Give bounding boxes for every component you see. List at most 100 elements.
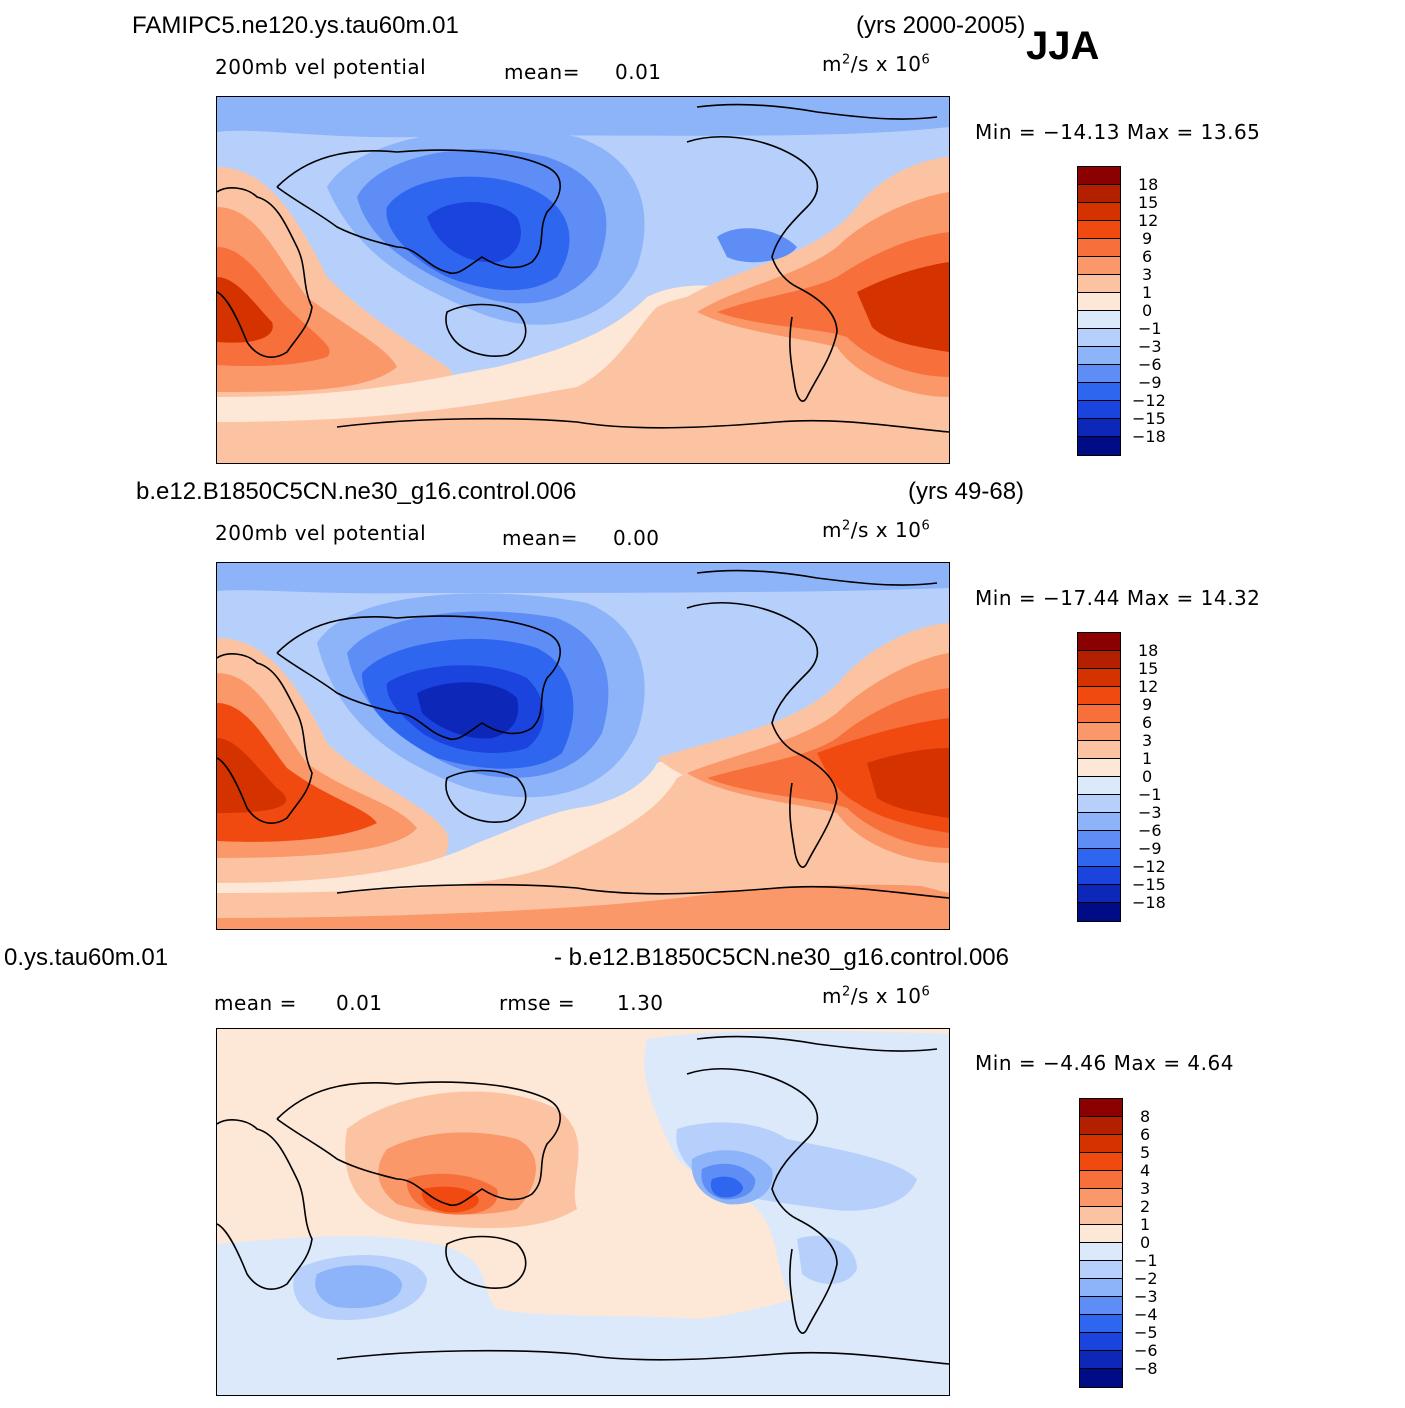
colorbar-tick-label: 6 bbox=[1142, 713, 1153, 732]
colorbar-tick-label: 2 bbox=[1140, 1197, 1151, 1216]
colorbar-swatch bbox=[1078, 903, 1120, 921]
colorbar-tick-label: 6 bbox=[1140, 1125, 1151, 1144]
colorbar-tick-label: −5 bbox=[1134, 1323, 1158, 1342]
colorbar-swatch bbox=[1078, 885, 1120, 903]
colorbar-swatch bbox=[1078, 849, 1120, 867]
colorbar-tick-label: −6 bbox=[1134, 1341, 1158, 1360]
colorbar-swatch bbox=[1080, 1297, 1122, 1315]
panel3-rmse-label: rmse = bbox=[499, 991, 576, 1015]
colorbar-tick-label: 9 bbox=[1142, 229, 1153, 248]
colorbar-swatch bbox=[1078, 203, 1120, 221]
colorbar-swatch bbox=[1078, 437, 1120, 455]
colorbar-tick-label: 18 bbox=[1138, 641, 1159, 660]
colorbar-swatch bbox=[1080, 1171, 1122, 1189]
panel2-mean-value: 0.00 bbox=[613, 526, 660, 550]
colorbar-swatch bbox=[1078, 311, 1120, 329]
colorbar-swatch bbox=[1078, 741, 1120, 759]
colorbar-tick-label: 0 bbox=[1142, 301, 1153, 320]
panel1-units: m2/s x 106 bbox=[822, 52, 931, 76]
colorbar-swatch bbox=[1078, 167, 1120, 185]
colorbar-swatch bbox=[1078, 293, 1120, 311]
colorbar-swatch bbox=[1078, 257, 1120, 275]
colorbar-tick-label: 3 bbox=[1140, 1179, 1151, 1198]
colorbar-tick-label: 8 bbox=[1140, 1107, 1151, 1126]
colorbar-tick-label: 1 bbox=[1142, 283, 1153, 302]
colorbar-tick-label: −3 bbox=[1138, 337, 1162, 356]
panel3-minmax: Min = −4.46 Max = 4.64 bbox=[975, 1051, 1234, 1075]
colorbar-tick-label: 1 bbox=[1140, 1215, 1151, 1234]
panel2-case-title: b.e12.B1850C5CN.ne30_g16.control.006 bbox=[136, 478, 577, 505]
colorbar-tick-label: −15 bbox=[1132, 875, 1166, 894]
colorbar-swatch bbox=[1078, 867, 1120, 885]
colorbar-swatch bbox=[1078, 759, 1120, 777]
panel2-variable: 200mb vel potential bbox=[215, 521, 427, 545]
colorbar-swatch bbox=[1078, 633, 1120, 651]
colorbar-swatch bbox=[1078, 239, 1120, 257]
colorbar-swatch bbox=[1078, 687, 1120, 705]
colorbar-swatch bbox=[1078, 831, 1120, 849]
colorbar-tick-label: 4 bbox=[1140, 1161, 1151, 1180]
colorbar-tick-label: 5 bbox=[1140, 1143, 1151, 1162]
colorbar-tick-label: −18 bbox=[1132, 427, 1166, 446]
panel3-case-right: - b.e12.B1850C5CN.ne30_g16.control.006 bbox=[554, 944, 1009, 971]
colorbar-swatch bbox=[1078, 347, 1120, 365]
colorbar-tick-label: 12 bbox=[1138, 677, 1159, 696]
panel3-units: m2/s x 106 bbox=[822, 984, 931, 1008]
panel3-case-left: 0.ys.tau60m.01 bbox=[4, 944, 169, 971]
colorbar-swatch bbox=[1080, 1369, 1122, 1387]
colorbar-swatch bbox=[1078, 221, 1120, 239]
colorbar-tick-label: 6 bbox=[1142, 247, 1153, 266]
colorbar-swatch bbox=[1080, 1207, 1122, 1225]
colorbar-swatch bbox=[1078, 365, 1120, 383]
colorbar-swatch bbox=[1078, 329, 1120, 347]
panel2-minmax: Min = −17.44 Max = 14.32 bbox=[975, 586, 1261, 610]
panel3-rmse-value: 1.30 bbox=[617, 991, 664, 1015]
colorbar-swatch bbox=[1080, 1117, 1122, 1135]
colorbar-swatch bbox=[1080, 1315, 1122, 1333]
panel1-map bbox=[216, 96, 950, 464]
colorbar-swatch bbox=[1080, 1189, 1122, 1207]
colorbar-tick-label: −2 bbox=[1134, 1269, 1158, 1288]
panel1-mean-value: 0.01 bbox=[615, 60, 662, 84]
colorbar-swatch bbox=[1080, 1099, 1122, 1117]
colorbar-tick-label: 0 bbox=[1140, 1233, 1151, 1252]
colorbar-tick-label: −12 bbox=[1132, 857, 1166, 876]
panel1-minmax: Min = −14.13 Max = 13.65 bbox=[975, 120, 1261, 144]
colorbar-tick-label: −1 bbox=[1138, 785, 1162, 804]
colorbar-swatch bbox=[1078, 723, 1120, 741]
colorbar-swatch bbox=[1080, 1243, 1122, 1261]
panel3-map-svg bbox=[217, 1029, 949, 1395]
colorbar-swatch bbox=[1078, 669, 1120, 687]
season-label: JJA bbox=[1026, 24, 1100, 68]
panel3-map bbox=[216, 1028, 950, 1396]
colorbar-tick-label: −12 bbox=[1132, 391, 1166, 410]
colorbar-tick-label: −15 bbox=[1132, 409, 1166, 428]
colorbar-tick-label: 15 bbox=[1138, 659, 1159, 678]
colorbar-tick-label: −6 bbox=[1138, 821, 1162, 840]
colorbar-swatch bbox=[1078, 401, 1120, 419]
colorbar-tick-label: −9 bbox=[1138, 373, 1162, 392]
colorbar-tick-label: 9 bbox=[1142, 695, 1153, 714]
panel2-years: (yrs 49-68) bbox=[908, 478, 1025, 505]
colorbar-tick-label: −1 bbox=[1134, 1251, 1158, 1270]
colorbar-swatch bbox=[1078, 419, 1120, 437]
colorbar-swatch bbox=[1078, 275, 1120, 293]
panel1-variable: 200mb vel potential bbox=[215, 55, 427, 79]
colorbar-tick-label: 18 bbox=[1138, 175, 1159, 194]
colorbar-tick-label: 15 bbox=[1138, 193, 1159, 212]
colorbar-swatch bbox=[1078, 813, 1120, 831]
colorbar-tick-label: 3 bbox=[1142, 731, 1153, 750]
colorbar-swatch bbox=[1078, 185, 1120, 203]
panel2-map-svg bbox=[217, 563, 949, 929]
panel2-units: m2/s x 106 bbox=[822, 518, 931, 542]
colorbar-swatch bbox=[1078, 705, 1120, 723]
colorbar-swatch bbox=[1078, 383, 1120, 401]
panel1-years: (yrs 2000-2005) bbox=[856, 12, 1026, 39]
colorbar-swatch bbox=[1078, 777, 1120, 795]
colorbar-swatch bbox=[1080, 1153, 1122, 1171]
panel1-colorbar bbox=[1077, 166, 1121, 456]
colorbar-swatch bbox=[1080, 1135, 1122, 1153]
colorbar-tick-label: −8 bbox=[1134, 1359, 1158, 1378]
colorbar-swatch bbox=[1078, 795, 1120, 813]
panel1-case-title: FAMIPC5.ne120.ys.tau60m.01 bbox=[132, 12, 459, 39]
